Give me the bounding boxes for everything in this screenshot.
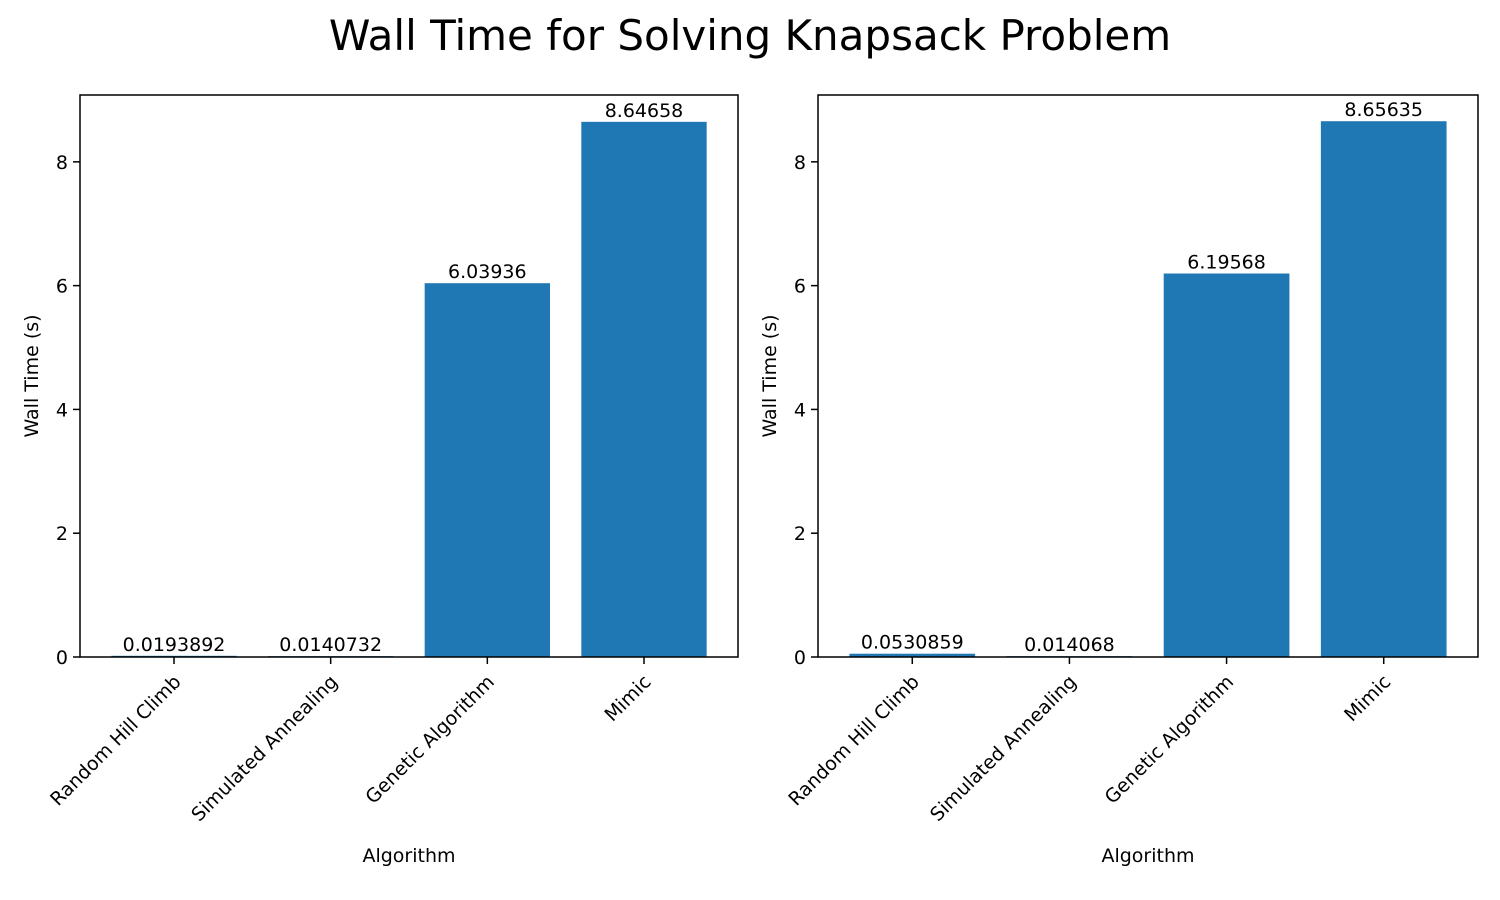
axes-frame xyxy=(79,94,739,658)
x-tick-label: Simulated Annealing xyxy=(926,671,1081,826)
y-tick-label: 4 xyxy=(56,399,68,421)
x-tick-label: Mimic xyxy=(1340,671,1395,726)
subplot-1: 0.0193892 0.0140732 6.03936 8.64658 0 2 4 6 8 Ran… xyxy=(21,94,739,867)
y-tick-label: 2 xyxy=(794,523,806,545)
y-tick-label: 8 xyxy=(56,152,68,174)
y-tick-label: 0 xyxy=(794,647,806,669)
figure-title: Wall Time for Solving Knapsack Problem xyxy=(328,11,1172,60)
data-label-3: 6.03936 xyxy=(448,261,527,283)
bar-4 xyxy=(1320,121,1447,658)
x-tick-label: Genetic Algorithm xyxy=(1101,671,1238,808)
x-tick-label: Mimic xyxy=(600,671,655,726)
bar-1 xyxy=(849,653,976,657)
y-axis-label: Wall Time (s) xyxy=(21,314,43,437)
y-tick-label: 6 xyxy=(794,276,806,298)
x-axis-label: Algorithm xyxy=(362,845,455,867)
subplot-2: 0.0530859 0.014068 6.19568 8.65635 0 2 4 6 8 Rand… xyxy=(759,94,1479,867)
bar-3 xyxy=(1163,273,1290,657)
data-label-2: 0.0140732 xyxy=(279,634,382,656)
data-label-1: 0.0193892 xyxy=(123,634,226,656)
axes-frame xyxy=(817,94,1479,658)
x-axis-label: Algorithm xyxy=(1101,845,1194,867)
x-tick-label: Random Hill Climb xyxy=(46,671,185,810)
data-label-4: 8.64658 xyxy=(605,100,684,122)
y-tick-label: 4 xyxy=(794,399,806,421)
data-label-1: 0.0530859 xyxy=(861,632,964,654)
y-tick-label: 0 xyxy=(56,647,68,669)
x-tick-label: Genetic Algorithm xyxy=(361,671,498,808)
y-axis-label: Wall Time (s) xyxy=(759,314,781,437)
x-tick-label: Random Hill Climb xyxy=(784,671,923,810)
y-tick-label: 8 xyxy=(794,152,806,174)
data-label-3: 6.19568 xyxy=(1187,252,1266,274)
y-tick-label: 2 xyxy=(56,523,68,545)
data-label-4: 8.65635 xyxy=(1344,99,1423,121)
x-tick-label: Simulated Annealing xyxy=(187,671,342,826)
y-tick-label: 6 xyxy=(56,276,68,298)
bar-4 xyxy=(581,121,707,657)
bar-3 xyxy=(424,283,550,657)
data-label-2: 0.014068 xyxy=(1024,634,1115,656)
